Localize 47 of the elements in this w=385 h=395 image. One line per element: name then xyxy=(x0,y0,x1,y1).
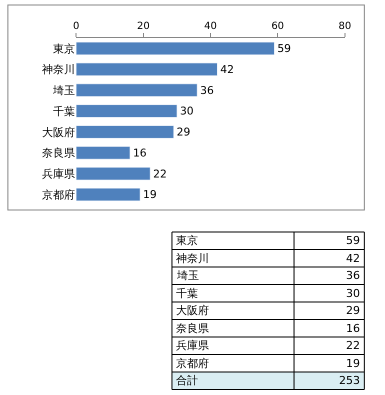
data-label: 16 xyxy=(346,322,360,335)
x-tick-label: 80 xyxy=(338,21,352,32)
data-label: 30 xyxy=(180,104,194,118)
x-tick-label: 40 xyxy=(204,21,217,32)
bar xyxy=(76,84,198,97)
data-label: 59 xyxy=(346,234,360,247)
data-label: 19 xyxy=(143,188,157,202)
bar xyxy=(76,167,150,180)
data-label: 19 xyxy=(346,357,360,370)
bar xyxy=(76,125,174,138)
y-tick-label: 兵庫県 xyxy=(42,168,76,181)
x-tick-label: 20 xyxy=(137,21,150,32)
data-label: 29 xyxy=(346,304,360,317)
bar xyxy=(76,104,178,118)
y-tick-label: 京都府 xyxy=(42,188,76,202)
data-label: 22 xyxy=(153,167,167,180)
data-label: 16 xyxy=(132,146,147,160)
category-label: 合計 xyxy=(176,374,198,387)
y-tick-label: 大阪府 xyxy=(42,126,76,139)
data-label: 42 xyxy=(346,252,360,265)
bar xyxy=(76,42,275,55)
category-label: 兵庫県 xyxy=(176,339,209,352)
data-label: 22 xyxy=(346,339,360,352)
data-label: 253 xyxy=(339,374,360,387)
category-label: 大阪府 xyxy=(176,304,209,317)
bar xyxy=(76,62,218,76)
y-tick-label: 奈良県 xyxy=(42,146,76,160)
y-tick-label: 東京 xyxy=(53,42,76,56)
category-label: 千葉 xyxy=(176,287,198,300)
data-label: 36 xyxy=(346,269,360,282)
x-tick-label: 60 xyxy=(271,21,284,32)
y-tick-label: 埼玉 xyxy=(52,84,76,98)
category-label: 京都府 xyxy=(176,357,209,370)
category-label: 東京 xyxy=(176,234,198,247)
data-label: 36 xyxy=(200,84,214,97)
data-label: 42 xyxy=(220,62,234,76)
y-tick-label: 神奈川 xyxy=(42,63,76,76)
bar xyxy=(76,146,130,160)
data-label: 30 xyxy=(346,287,360,300)
category-label: 埼玉 xyxy=(176,269,199,282)
x-tick-label: 0 xyxy=(73,21,80,32)
bar xyxy=(76,188,140,202)
y-tick-label: 千葉 xyxy=(53,104,76,118)
category-label: 奈良県 xyxy=(176,322,209,335)
data-label: 29 xyxy=(176,126,190,139)
data-label: 59 xyxy=(277,42,292,56)
category-label: 神奈川 xyxy=(176,252,209,265)
